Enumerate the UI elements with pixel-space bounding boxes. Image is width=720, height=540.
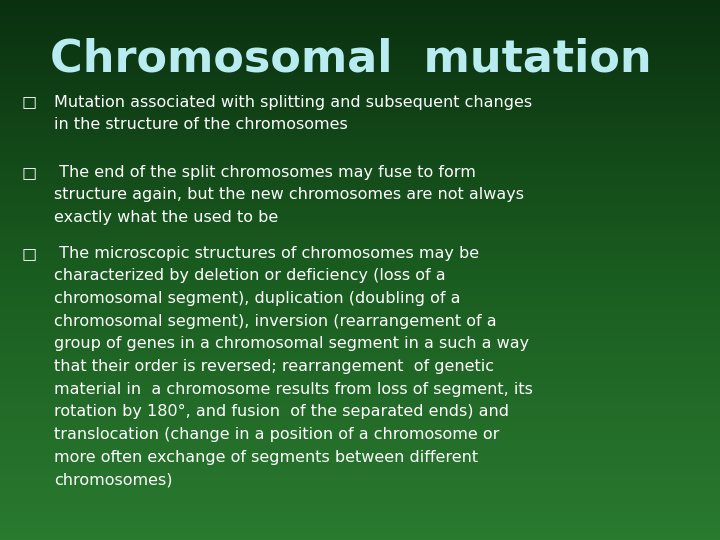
Text: structure again, but the new chromosomes are not always: structure again, but the new chromosomes…: [54, 187, 524, 202]
Text: more often exchange of segments between different: more often exchange of segments between …: [54, 450, 478, 465]
Text: group of genes in a chromosomal segment in a such a way: group of genes in a chromosomal segment …: [54, 336, 529, 352]
Text: □: □: [22, 246, 37, 261]
Text: □: □: [22, 94, 37, 110]
Text: chromosomal segment), inversion (rearrangement of a: chromosomal segment), inversion (rearran…: [54, 314, 497, 329]
Text: chromosomal segment), duplication (doubling of a: chromosomal segment), duplication (doubl…: [54, 291, 461, 306]
Text: translocation (change in a position of a chromosome or: translocation (change in a position of a…: [54, 427, 500, 442]
Text: exactly what the used to be: exactly what the used to be: [54, 210, 278, 225]
Text: material in  a chromosome results from loss of segment, its: material in a chromosome results from lo…: [54, 382, 533, 397]
Text: Mutation associated with splitting and subsequent changes: Mutation associated with splitting and s…: [54, 94, 532, 110]
Text: Chromosomal  mutation: Chromosomal mutation: [50, 38, 652, 81]
Text: The microscopic structures of chromosomes may be: The microscopic structures of chromosome…: [54, 246, 479, 261]
Text: in the structure of the chromosomes: in the structure of the chromosomes: [54, 117, 348, 132]
Text: chromosomes): chromosomes): [54, 472, 173, 488]
Text: The end of the split chromosomes may fuse to form: The end of the split chromosomes may fus…: [54, 165, 476, 180]
Text: that their order is reversed; rearrangement  of genetic: that their order is reversed; rearrangem…: [54, 359, 494, 374]
Text: □: □: [22, 165, 37, 180]
Text: characterized by deletion or deficiency (loss of a: characterized by deletion or deficiency …: [54, 268, 446, 284]
Text: rotation by 180°, and fusion  of the separated ends) and: rotation by 180°, and fusion of the sepa…: [54, 404, 509, 420]
